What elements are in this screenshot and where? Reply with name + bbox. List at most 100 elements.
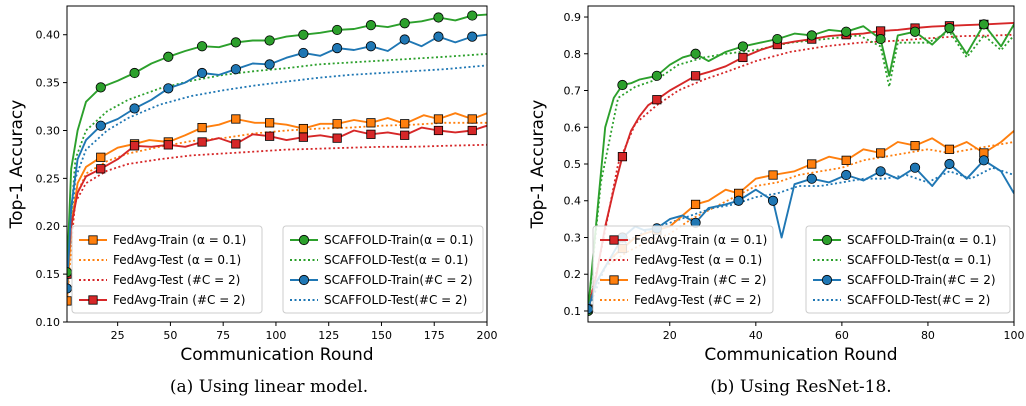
legend-entry-label: FedAvg-Train (#C = 2) [113, 293, 245, 307]
series-4-point-18 [806, 30, 817, 41]
legend-entry-label: SCAFFOLD-Test(#C = 2) [324, 293, 467, 307]
x-tick-label: 60 [835, 329, 849, 342]
series-4-point-14 [737, 41, 749, 52]
series-6-point-14 [767, 195, 779, 206]
legend-box [282, 225, 484, 314]
series-6-point-10 [196, 67, 208, 79]
legend-entry-label: FedAvg-Test (α = 0.1) [634, 253, 762, 267]
series-0-point-8 [652, 95, 662, 105]
x-axis-label: Communication Round [180, 345, 373, 365]
x-tick-label: 125 [318, 329, 339, 342]
series-4-point-18 [332, 24, 343, 36]
series-4-point-12 [230, 37, 241, 48]
legend-marker [298, 274, 310, 286]
y-tick-label: 0.10 [36, 316, 61, 329]
series-6-point-6 [129, 103, 140, 114]
legend-entry-label: SCAFFOLD-Test(#C = 2) [847, 293, 990, 307]
y-tick-label: 0.40 [36, 29, 61, 42]
series-line-1 [67, 121, 487, 301]
legend-entry-label: SCAFFOLD-Test(α = 0.1) [324, 253, 468, 267]
series-0-point-0 [67, 296, 72, 306]
series-4-point-4 [95, 82, 106, 93]
axes-frame [66, 5, 488, 323]
legend-marker [88, 235, 98, 245]
x-tick-label: 20 [663, 329, 677, 342]
x-tick-label: 200 [477, 329, 498, 342]
x-tick-label: 175 [424, 329, 445, 342]
series-6-point-18 [332, 43, 343, 54]
series-0-point-18 [332, 119, 342, 129]
series-0-point-4 [617, 152, 628, 162]
series-line-5 [588, 30, 1014, 312]
series-6-point-22 [399, 34, 410, 45]
y-axis-label: Top-1 Accuracy [7, 100, 27, 230]
series-6-point-17 [806, 173, 817, 184]
y-tick-label: 0.4 [564, 195, 582, 208]
legend-marker [88, 295, 98, 305]
legend-entry-label: FedAvg-Train (#C = 2) [634, 273, 766, 287]
legend-marker [821, 274, 833, 286]
panel-linear-model: 25 50 75 100 125 150 175 200 0.10 0.15 0.20 0.25 0.3… [7, 5, 498, 397]
y-tick-label: 0.1 [564, 305, 582, 318]
series-2-point-8 [163, 140, 173, 150]
series-0-point-12 [231, 114, 241, 124]
series-2-point-16 [807, 159, 817, 169]
legend-box [71, 225, 263, 314]
series-0-point-11 [690, 71, 701, 81]
x-tick-label: 25 [111, 329, 125, 342]
series-6-point-4 [95, 120, 106, 131]
series-0-point-20 [366, 118, 376, 128]
series-4-point-16 [772, 33, 783, 45]
figure-caption: (a) Using linear model. [170, 377, 368, 397]
legend-marker [821, 234, 833, 246]
series-2-point-22 [400, 130, 410, 140]
series-2-point-14 [265, 131, 275, 141]
series-2-point-14 [768, 170, 778, 180]
legend-entry-label: SCAFFOLD-Train(#C = 2) [324, 273, 473, 287]
y-tick-label: 0.2 [564, 268, 582, 281]
series-4-point-4 [617, 79, 628, 91]
series-6-point-25 [944, 158, 955, 170]
x-axis-label: Communication Round [704, 345, 897, 365]
series-0-point-22 [400, 119, 410, 129]
plot-area [588, 19, 1014, 317]
series-6-point-26 [467, 31, 478, 42]
series-6-point-20 [365, 41, 377, 52]
series-4-point-25 [909, 26, 921, 37]
series-6-point-23 [909, 162, 921, 173]
legend-0: FedAvg-Train (α = 0.1) FedAvg-Test (α = 0… [71, 225, 263, 314]
legend-marker [298, 234, 310, 246]
series-0-point-14 [738, 52, 748, 63]
x-tick-label: 100 [265, 329, 286, 342]
series-2-point-18 [841, 155, 851, 165]
y-tick-label: 0.7 [564, 85, 582, 98]
legend-1: SCAFFOLD-Train(α = 0.1) SCAFFOLD-Test(α =… [805, 225, 1011, 314]
series-2-point-20 [876, 148, 886, 158]
x-tick-label: 50 [163, 329, 177, 342]
legend-marker [609, 235, 619, 245]
legend-entry-label: SCAFFOLD-Train(α = 0.1) [847, 233, 996, 247]
panel-resnet18: 20 40 60 80 100 0.1 0.2 0.3 0.4 0.5 0.6 0.7 0.8 0.9 Co… [528, 5, 1025, 397]
series-0-point-4 [96, 152, 106, 162]
series-0-point-14 [265, 118, 275, 128]
x-tick-label: 75 [216, 329, 230, 342]
series-0-point-24 [433, 114, 444, 124]
y-tick-label: 0.30 [36, 124, 61, 137]
series-0-point-10 [197, 123, 207, 133]
series-4-point-22 [399, 18, 410, 29]
series-line-6 [67, 33, 487, 289]
series-0-point-22 [876, 26, 886, 36]
series-2-point-16 [298, 132, 308, 142]
series-2-point-10 [197, 137, 207, 147]
series-line-7 [67, 64, 487, 289]
legend-marker [609, 275, 619, 285]
series-4-point-22 [875, 33, 886, 45]
x-tick-label: 80 [921, 329, 935, 342]
series-4-point-8 [651, 70, 662, 81]
legend-entry-label: FedAvg-Test (#C = 2) [634, 293, 761, 307]
series-line-2 [67, 124, 487, 275]
legend-box [805, 225, 1011, 314]
series-4-point-11 [690, 48, 701, 59]
series-0-point-26 [467, 114, 477, 124]
